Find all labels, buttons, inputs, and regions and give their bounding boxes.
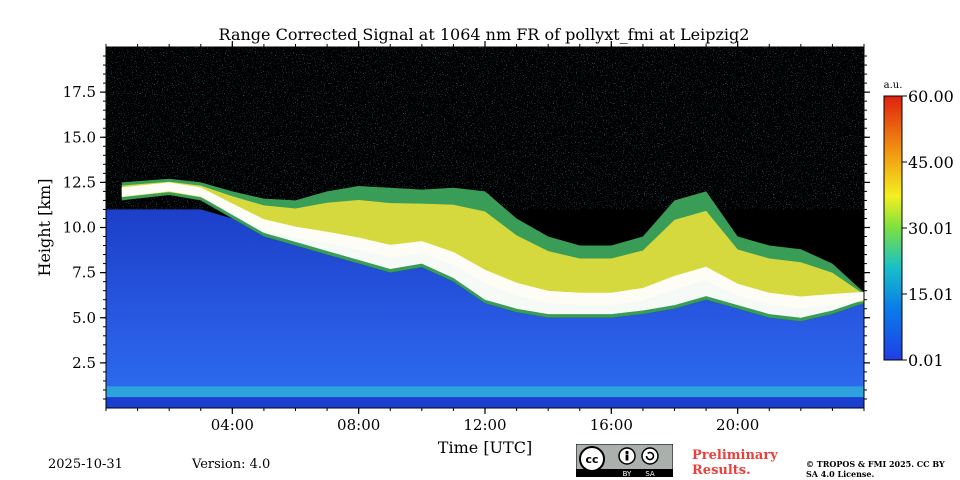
- preliminary-results-label: Preliminary Results.: [692, 448, 778, 478]
- cc-text: cc: [585, 453, 598, 466]
- colorbar-tick-label: 30.01: [908, 219, 954, 238]
- colorbar: [883, 95, 903, 361]
- colorbar-unit: a.u.: [884, 80, 903, 91]
- cc-license-badge: cc BY SA: [576, 444, 673, 477]
- colorbar-tick-label: 0.01: [908, 351, 944, 370]
- colorbar-tick-label: 15.01: [908, 285, 954, 304]
- version-label: Version: 4.0: [192, 457, 271, 472]
- colorbar-tick-label: 60.00: [908, 87, 954, 106]
- x-tick-label: 20:00: [716, 416, 759, 434]
- surface-bottom: [106, 397, 864, 408]
- x-tick-label: 16:00: [590, 416, 633, 434]
- y-tick-label: 10.0: [63, 219, 96, 237]
- date-label: 2025-10-31: [48, 457, 123, 472]
- y-axis-label: Height [km]: [35, 179, 54, 277]
- y-tick-label: 2.5: [72, 354, 96, 372]
- noise-speckle: [106, 47, 864, 210]
- x-axis-label: Time [UTC]: [438, 438, 532, 457]
- y-tick-label: 17.5: [63, 83, 96, 101]
- x-tick-label: 08:00: [337, 416, 380, 434]
- cloud-layer-core: [121, 182, 865, 318]
- x-tick-label: 12:00: [463, 416, 506, 434]
- sa-text: SA: [645, 470, 655, 477]
- y-tick-label: 15.0: [63, 128, 96, 146]
- by-text: BY: [623, 470, 632, 477]
- colorbar-tick-label: 45.00: [908, 153, 954, 172]
- x-tick-label: 04:00: [211, 416, 254, 434]
- boundary-layer-signal: [106, 209, 864, 408]
- surface-layer: [106, 386, 864, 398]
- y-tick-label: 5.0: [72, 309, 96, 327]
- sa-icon: [641, 447, 659, 465]
- copyright-label: © TROPOS & FMI 2025. CC BY SA 4.0 Licens…: [806, 459, 945, 479]
- y-tick-label: 7.5: [72, 264, 96, 282]
- y-tick-label: 12.5: [63, 173, 96, 191]
- chart-title: Range Corrected Signal at 1064 nm FR of …: [218, 25, 750, 44]
- cc-icon: [579, 446, 605, 472]
